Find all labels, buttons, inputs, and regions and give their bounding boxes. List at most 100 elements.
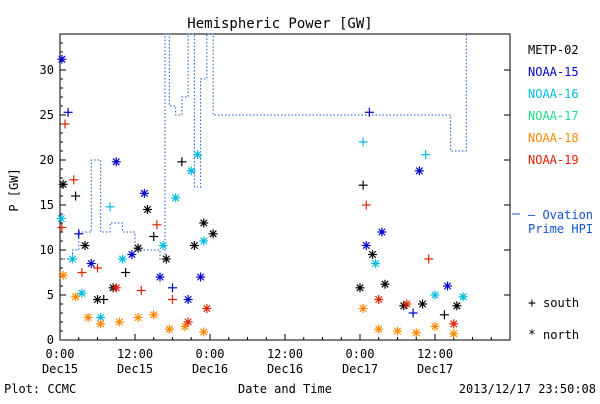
y-tick-label: 5	[47, 288, 54, 302]
x-axis: 0:00Dec1512:00Dec150:00Dec1612:00Dec160:…	[42, 334, 492, 376]
legend-entry: NOAA-16	[528, 87, 579, 101]
y-tick-label: 20	[40, 153, 54, 167]
y-axis-label: P [GW]	[7, 168, 21, 211]
y-axis: 0 5 10 15 20 25 30	[40, 33, 510, 347]
data-point	[199, 327, 209, 337]
data-point	[99, 295, 109, 304]
ovation-hpi-path	[60, 33, 467, 260]
data-point	[371, 259, 381, 268]
data-point	[77, 268, 87, 277]
data-point	[208, 229, 218, 239]
data-point	[133, 313, 143, 322]
data-point	[452, 301, 462, 311]
data-point	[458, 292, 468, 302]
data-point	[139, 188, 149, 198]
data-point	[60, 119, 70, 129]
data-point	[430, 322, 440, 331]
symbol-legend-marker: *	[528, 328, 536, 343]
data-point	[361, 200, 371, 210]
data-point	[402, 299, 412, 309]
data-point	[114, 317, 124, 327]
data-point	[196, 272, 206, 282]
data-point	[149, 232, 159, 241]
data-point	[171, 193, 181, 203]
data-point	[355, 283, 365, 293]
data-point	[58, 179, 68, 189]
legend-entry: NOAA-18	[528, 131, 579, 145]
data-point	[69, 175, 79, 185]
data-point	[152, 220, 162, 230]
data-point	[83, 313, 93, 322]
data-point	[186, 166, 196, 176]
data-point	[127, 250, 137, 259]
data-point	[424, 254, 434, 264]
data-point	[105, 202, 115, 212]
legend-entry: METP-02	[528, 43, 579, 57]
data-point	[374, 295, 384, 304]
data-point	[93, 263, 102, 273]
legend-entry: NOAA-15	[528, 65, 579, 79]
symbol-legend-label: north	[543, 328, 579, 342]
data-point	[158, 241, 168, 250]
data-point	[414, 166, 424, 176]
data-point	[183, 317, 193, 327]
chart-title: Hemispheric Power [GW]	[187, 16, 372, 32]
data-point	[358, 304, 368, 313]
y-tick-label: 25	[40, 108, 54, 122]
ovation-prime-hpi-line	[60, 33, 467, 260]
data-point	[421, 150, 431, 160]
ovation-legend-line2: Prime HPI	[528, 222, 593, 236]
data-point	[193, 150, 202, 160]
data-point	[380, 279, 390, 289]
x-tick-label-date: Dec17	[417, 362, 453, 376]
data-point	[449, 319, 459, 329]
symbol-legend: + south * north	[528, 296, 579, 343]
y-tick-label: 10	[40, 243, 54, 257]
x-tick-label-date: Dec15	[42, 362, 78, 376]
data-point	[202, 304, 212, 313]
x-tick-label-date: Dec16	[267, 362, 303, 376]
data-point	[393, 326, 402, 336]
data-point	[57, 54, 67, 64]
data-point	[68, 254, 77, 264]
x-tick-label-time: 0:00	[346, 347, 375, 361]
x-tick-label-date: Dec17	[342, 362, 378, 376]
data-point	[74, 229, 84, 239]
data-points	[56, 54, 468, 339]
data-point	[168, 295, 177, 304]
data-point	[56, 214, 66, 223]
y-tick-label: 30	[40, 63, 54, 77]
data-point	[183, 295, 193, 304]
data-point	[133, 243, 143, 253]
legend-entry: NOAA-17	[528, 109, 579, 123]
data-point	[443, 281, 452, 291]
plot-area	[59, 33, 511, 341]
x-tick-label-time: 12:00	[417, 347, 453, 361]
data-point	[111, 283, 121, 293]
data-point	[374, 324, 384, 334]
ovation-legend-line1: — Ovation	[528, 208, 593, 222]
data-point	[136, 286, 146, 295]
data-point	[430, 290, 440, 300]
data-point	[377, 227, 387, 237]
data-point	[418, 299, 427, 309]
data-point	[71, 191, 81, 201]
data-point	[449, 329, 459, 339]
data-point	[368, 250, 377, 259]
data-point	[71, 292, 81, 302]
data-point	[58, 270, 68, 280]
data-point	[111, 157, 121, 167]
data-point	[96, 319, 106, 329]
data-point	[358, 137, 368, 147]
series-legend: METP-02 NOAA-15 NOAA-16 NOAA-17 NOAA-18 NOAA-…	[528, 43, 579, 167]
data-point	[63, 107, 73, 117]
data-point	[177, 157, 187, 167]
x-tick-label-time: 0:00	[196, 347, 225, 361]
data-point	[189, 241, 199, 250]
symbol-legend-label: south	[543, 296, 579, 310]
symbol-legend-marker: +	[528, 296, 536, 311]
data-point	[439, 310, 449, 320]
y-tick-label: 0	[47, 333, 54, 347]
x-tick-label-time: 12:00	[267, 347, 303, 361]
